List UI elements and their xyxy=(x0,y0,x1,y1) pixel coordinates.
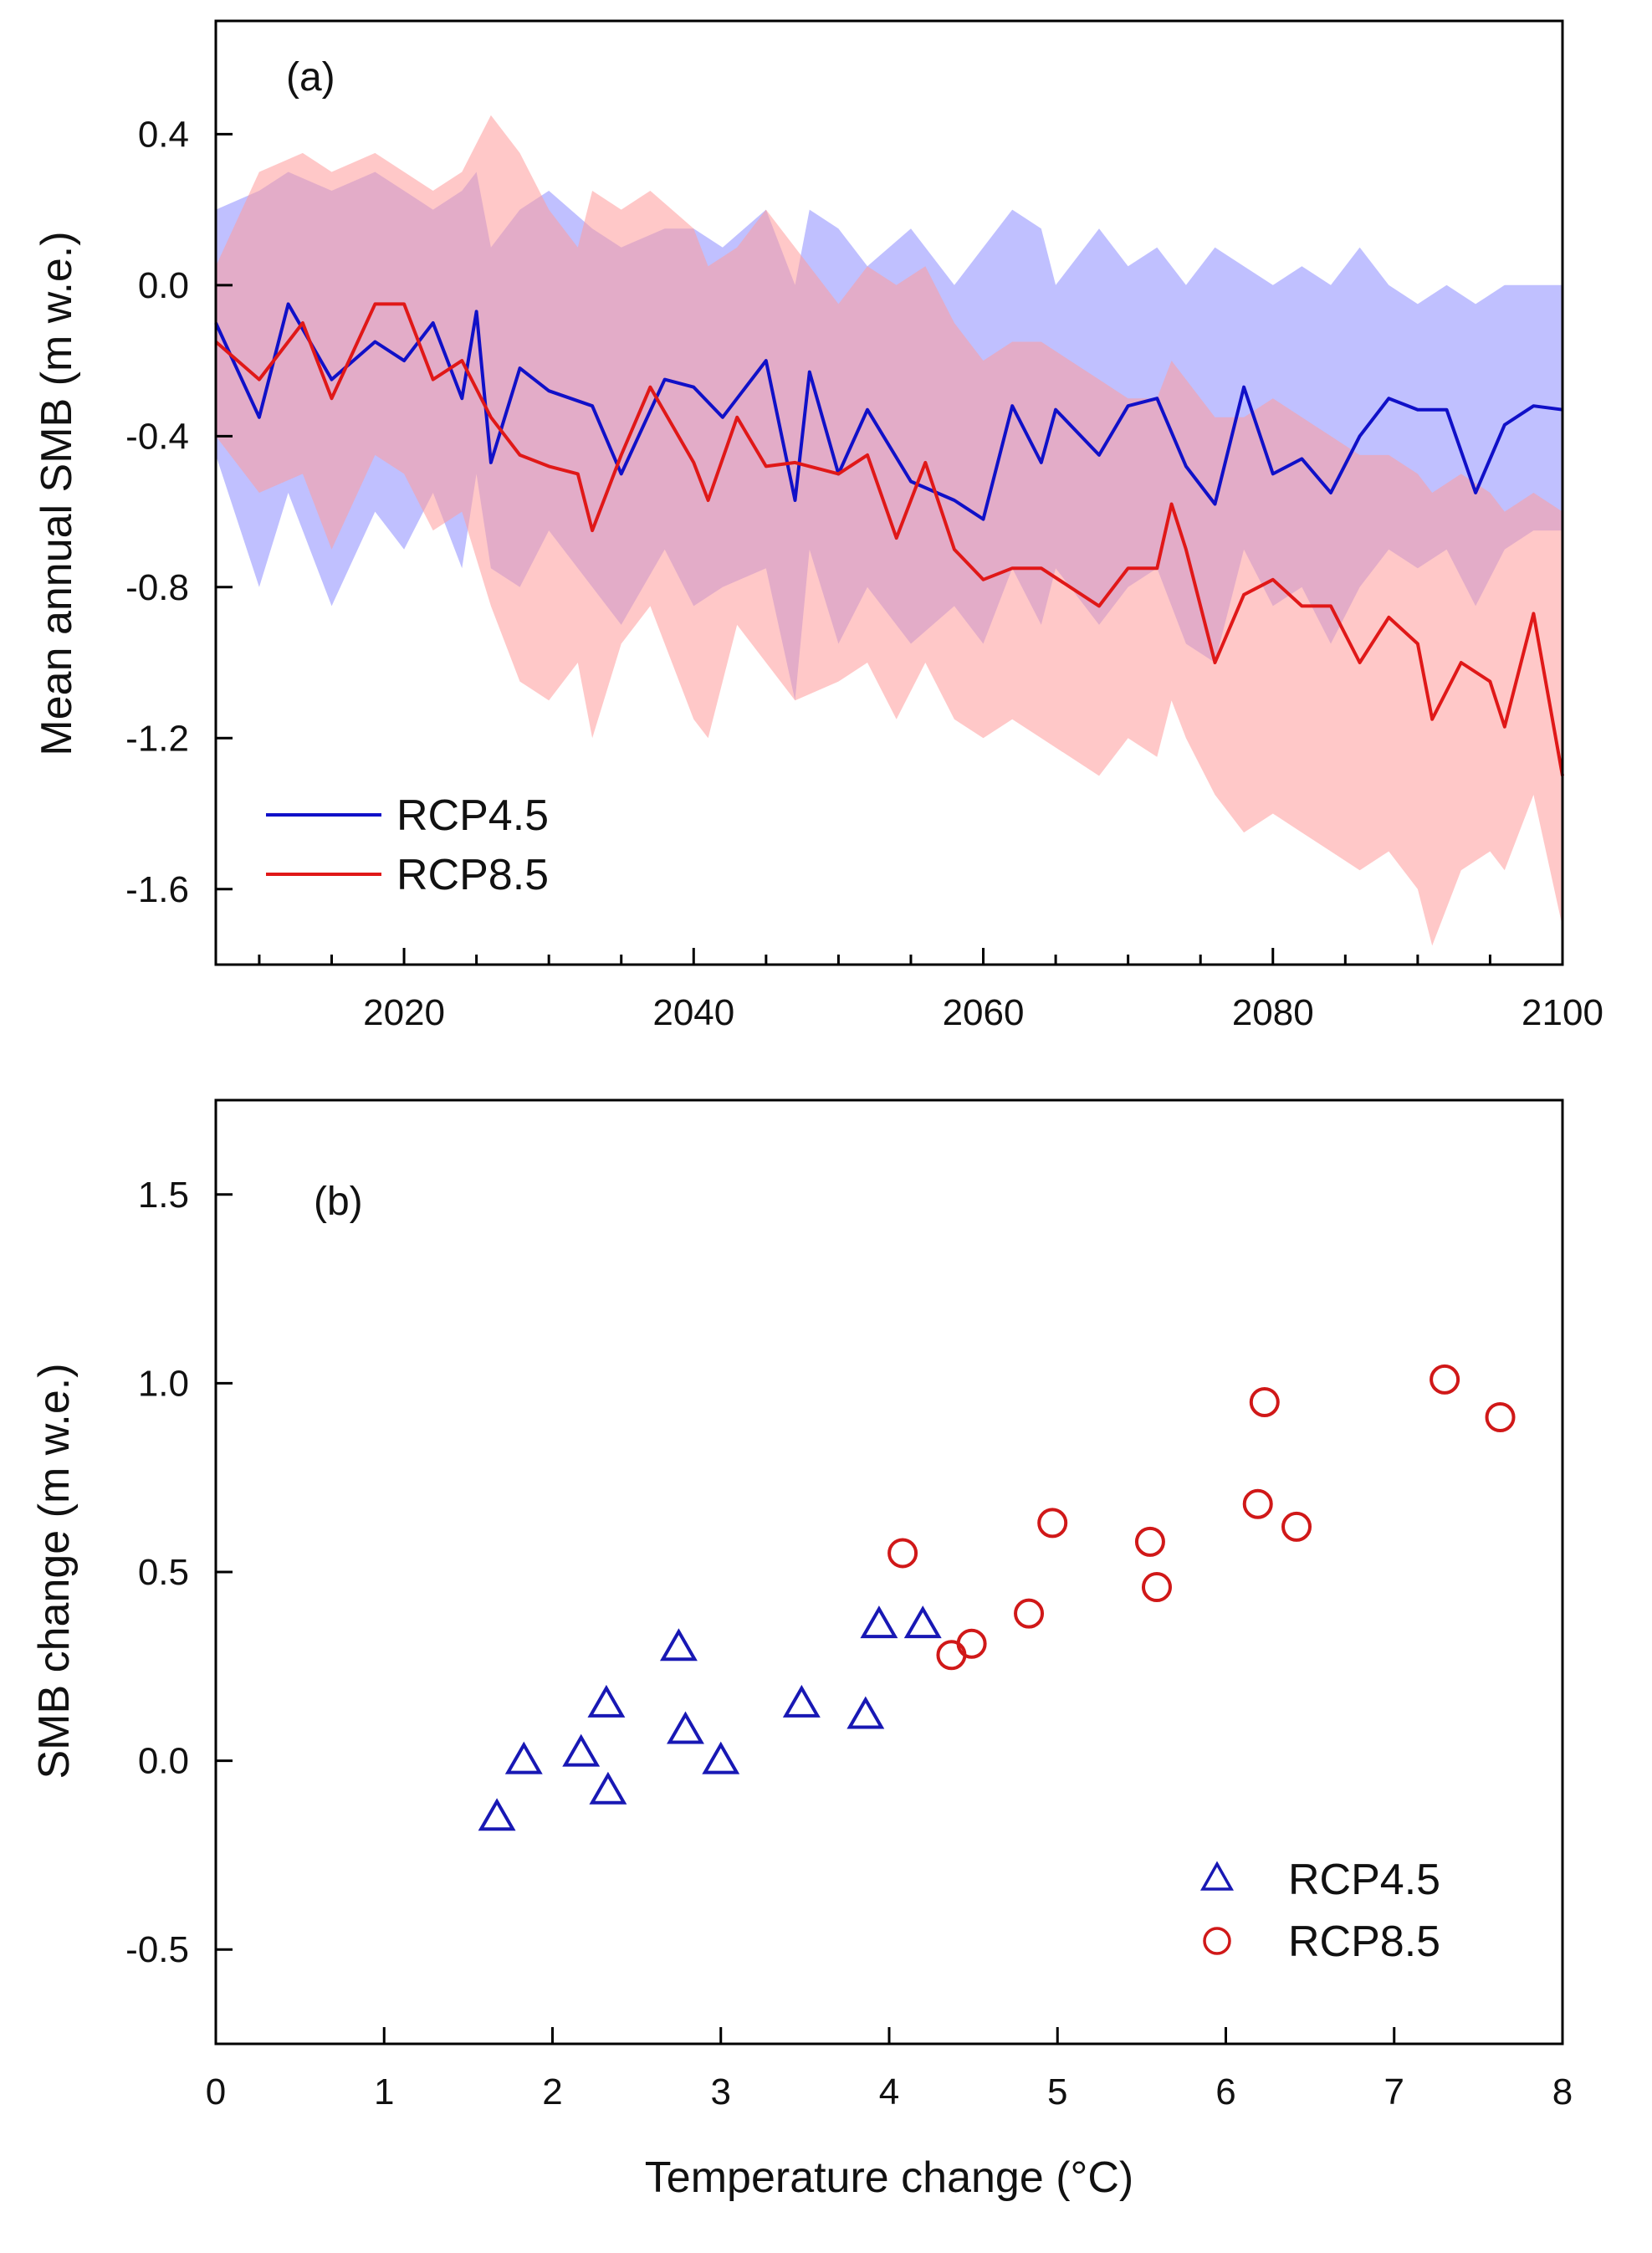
x-tick-label: 7 xyxy=(1384,2071,1404,2112)
panel-b-chart: 0 1 2 3 4 5 6 7 8 1.5 1.0 0.5 0.0 -0.5 (b) SMB change… xyxy=(30,1098,1573,2202)
point-rcp85 xyxy=(1134,1526,1165,1557)
point-rcp45 xyxy=(589,1771,627,1805)
x-tick-label: 2080 xyxy=(1232,992,1314,1033)
point-rcp85 xyxy=(1249,1386,1280,1417)
point-rcp45 xyxy=(667,1711,704,1744)
y-tick-label: 0.0 xyxy=(138,1741,189,1782)
point-rcp45 xyxy=(504,1741,543,1774)
point-rcp85 xyxy=(956,1628,987,1659)
y-tick-label: -1.2 xyxy=(125,718,189,759)
panel-a-ticks: 2020 2040 2060 2080 2100 0.4 0.0 -0.4 -0.8 -1.2 -1… xyxy=(125,114,1603,1033)
y-tick-label: 0.4 xyxy=(138,114,189,155)
y-tick-label: 0.0 xyxy=(138,265,189,306)
point-rcp45 xyxy=(702,1741,740,1774)
panel-a-bands xyxy=(216,115,1562,946)
panel-a-label: (a) xyxy=(286,55,335,100)
point-rcp85 xyxy=(1014,1598,1045,1629)
panel-b-ylabel: SMB change (m w.e.) xyxy=(30,1363,79,1779)
x-tick-label: 4 xyxy=(879,2071,899,2112)
legend-b-rcp85-marker xyxy=(1203,1927,1231,1955)
x-tick-label: 8 xyxy=(1552,2071,1573,2112)
panel-b-legend: RCP4.5 RCP8.5 xyxy=(1199,1856,1440,1966)
panel-a-plot-frame xyxy=(214,19,1564,966)
legend-b-rcp45-marker xyxy=(1199,1861,1235,1891)
point-rcp45 xyxy=(562,1733,601,1767)
y-tick-label: -0.8 xyxy=(125,567,189,608)
point-rcp85 xyxy=(1281,1511,1312,1542)
x-tick-label: 2020 xyxy=(363,992,445,1033)
y-tick-label: 1.0 xyxy=(138,1363,189,1404)
y-tick-label: -0.5 xyxy=(125,1929,189,1970)
panel-a-legend: RCP4.5 RCP8.5 xyxy=(266,791,549,899)
point-rcp85 xyxy=(1141,1572,1172,1603)
panel-a-ylabel: Mean annual SMB (m w.e.) xyxy=(33,231,81,755)
x-tick-label: 1 xyxy=(374,2071,394,2112)
point-rcp85 xyxy=(1242,1488,1273,1519)
legend-b-rcp85-label: RCP8.5 xyxy=(1288,1918,1440,1966)
legend-b-rcp45-label: RCP4.5 xyxy=(1288,1856,1440,1904)
point-rcp85 xyxy=(936,1640,967,1671)
x-tick-label: 5 xyxy=(1047,2071,1067,2112)
y-tick-label: 0.5 xyxy=(138,1552,189,1593)
point-rcp45 xyxy=(587,1684,626,1718)
panel-a-lines xyxy=(214,302,1564,776)
y-tick-label: 1.5 xyxy=(138,1175,189,1216)
series-line-rcp85 xyxy=(214,302,1564,776)
legend-a-rcp85-label: RCP8.5 xyxy=(396,851,549,899)
band-rcp85 xyxy=(216,115,1562,946)
point-rcp85 xyxy=(1430,1364,1460,1395)
panel-b-xlabel: Temperature change (°C) xyxy=(645,2153,1133,2202)
panel-a-chart: 2020 2040 2060 2080 2100 0.4 0.0 -0.4 -0.8 -1.2 -1… xyxy=(33,19,1603,1033)
point-rcp45 xyxy=(659,1628,698,1662)
x-tick-label: 2040 xyxy=(652,992,734,1033)
x-tick-label: 6 xyxy=(1215,2071,1235,2112)
point-rcp45 xyxy=(903,1605,942,1639)
point-rcp45 xyxy=(860,1605,898,1639)
y-tick-label: -1.6 xyxy=(125,869,189,910)
x-tick-label: 2060 xyxy=(943,992,1025,1033)
point-rcp45 xyxy=(782,1684,821,1718)
x-tick-label: 0 xyxy=(206,2071,226,2112)
x-tick-label: 2100 xyxy=(1522,992,1603,1033)
panel-b-ticks: 0 1 2 3 4 5 6 7 8 1.5 1.0 0.5 0.0 -0.5 xyxy=(125,1175,1573,2112)
panel-b-points xyxy=(478,1364,1516,1831)
legend-a-rcp45-label: RCP4.5 xyxy=(396,791,549,840)
point-rcp85 xyxy=(887,1538,918,1569)
y-tick-label: -0.4 xyxy=(125,416,189,457)
point-rcp45 xyxy=(478,1798,516,1831)
point-rcp85 xyxy=(1485,1402,1516,1433)
panel-b-label: (b) xyxy=(314,1180,363,1224)
point-rcp45 xyxy=(846,1696,885,1729)
x-tick-label: 2 xyxy=(542,2071,562,2112)
point-rcp85 xyxy=(1037,1508,1068,1539)
x-tick-label: 3 xyxy=(711,2071,731,2112)
